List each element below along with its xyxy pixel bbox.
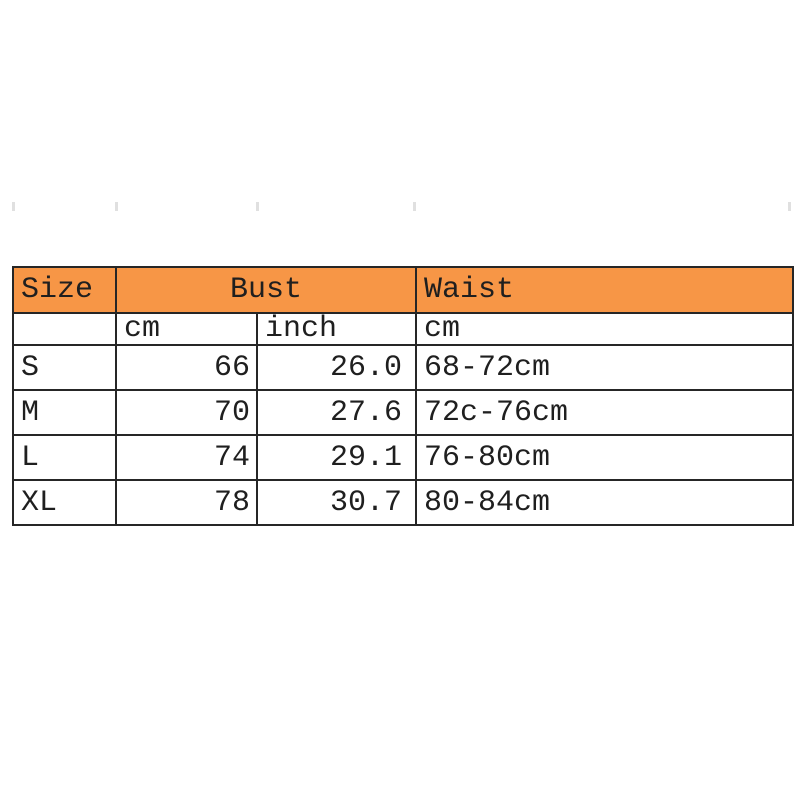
crop-artifact-tick (12, 202, 15, 211)
crop-artifact-tick (788, 202, 791, 211)
cell-bust-cm: 74 (115, 434, 258, 481)
header-size: Size (12, 266, 117, 314)
crop-artifact-tick (413, 202, 416, 211)
crop-artifact-tick (115, 202, 118, 211)
cell-waist: 76-80cm (415, 434, 795, 481)
header-waist: Waist (415, 266, 795, 314)
table-row-m: M 70 27.6 72c-76cm (12, 389, 795, 436)
cell-size: S (12, 344, 117, 391)
header-bust: Bust (114, 266, 418, 314)
units-row: cm inch cm (12, 312, 795, 346)
units-size-cell (12, 312, 117, 346)
cell-waist: 68-72cm (415, 344, 795, 391)
crop-artifact-tick (256, 202, 259, 211)
cell-size: L (12, 434, 117, 481)
units-waist-cm: cm (415, 312, 795, 346)
table-row-s: S 66 26.0 68-72cm (12, 344, 795, 391)
size-chart-table: Size Bust Waist cm inch cm S 66 26.0 68-… (12, 266, 795, 526)
cell-waist: 72c-76cm (415, 389, 795, 436)
table-row-l: L 74 29.1 76-80cm (12, 434, 795, 481)
units-bust-cm: cm (115, 312, 258, 346)
header-row: Size Bust Waist (12, 266, 795, 314)
cell-bust-inch: 30.7 (255, 479, 418, 526)
cell-waist: 80-84cm (415, 479, 795, 526)
cell-bust-cm: 66 (115, 344, 258, 391)
units-bust-inch: inch (255, 312, 418, 346)
cell-size: M (12, 389, 117, 436)
cell-bust-inch: 29.1 (255, 434, 418, 481)
cell-bust-inch: 27.6 (255, 389, 418, 436)
cell-size: XL (12, 479, 117, 526)
cell-bust-cm: 78 (115, 479, 258, 526)
cell-bust-cm: 70 (115, 389, 258, 436)
table-row-xl: XL 78 30.7 80-84cm (12, 479, 795, 526)
cell-bust-inch: 26.0 (255, 344, 418, 391)
